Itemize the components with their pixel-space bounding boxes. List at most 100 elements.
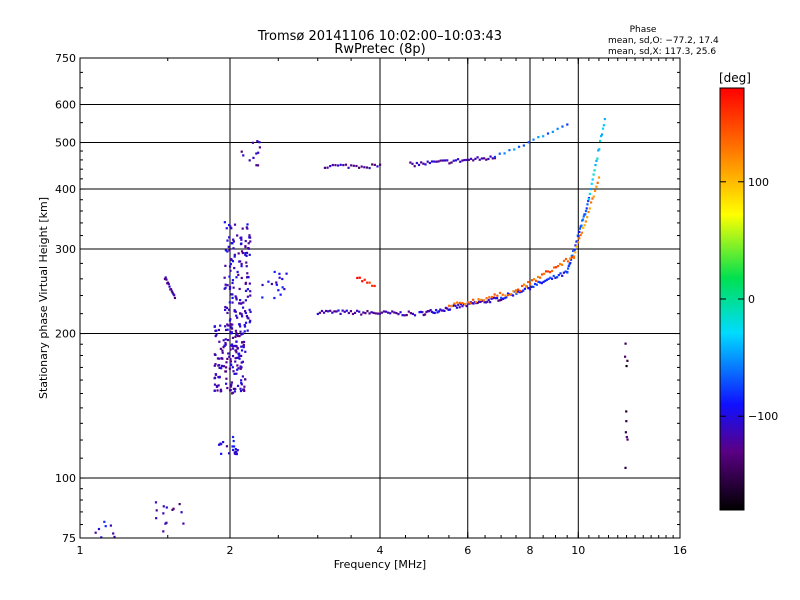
data-point [512,290,515,293]
data-point [496,294,499,297]
data-point [380,311,384,314]
data-point [624,431,627,434]
data-point [235,452,238,456]
data-point [278,276,281,279]
data-point [594,163,597,167]
data-point [624,342,627,345]
data-point [566,260,570,263]
data-point [556,127,559,130]
data-point [453,304,456,307]
data-point [239,325,242,328]
data-point [517,290,520,293]
data-point [213,383,217,386]
data-point [537,280,540,283]
data-point [331,311,334,314]
data-point [550,277,554,280]
data-point [515,291,518,294]
data-point [428,310,431,313]
data-point [584,220,587,223]
data-point [487,157,490,161]
data-point [461,305,464,308]
data-point [600,133,604,136]
data-point [601,127,605,130]
data-point [234,329,238,332]
data-point [546,132,550,135]
data-point [358,276,361,279]
data-point [468,302,471,305]
data-point [261,283,264,287]
data-point [245,261,248,264]
data-point [501,293,504,296]
data-point [545,278,549,281]
data-point [165,506,168,509]
data-point [506,292,510,295]
y-tick-label: 300 [55,243,76,256]
data-point [220,364,224,368]
data-point [532,138,535,141]
data-point [243,330,246,333]
data-point [218,340,221,343]
data-point [155,517,158,520]
data-point [229,348,232,351]
data-point [500,298,503,302]
y-tick-label: 200 [55,328,76,341]
grid-lines [80,58,680,538]
data-point [224,370,227,373]
data-point [238,334,241,338]
data-point [225,445,229,448]
data-point [495,297,499,300]
data-point [519,289,522,293]
data-point [567,264,570,268]
data-point [537,136,540,139]
data-point [585,207,588,210]
data-point [225,306,229,310]
data-point [373,163,376,166]
data-point [233,452,237,455]
data-point [215,385,219,388]
data-point [231,391,235,394]
data-point [521,284,524,288]
data-point [626,359,629,362]
data-point [498,152,501,155]
data-point [222,339,225,342]
data-point [443,309,446,313]
data-point [625,420,628,423]
data-point [372,311,375,315]
data-point [218,366,221,369]
data-point [279,293,282,296]
data-point [103,520,106,523]
data-point [243,389,246,393]
data-point [522,144,525,147]
colorbar-ticks: 100 0 −100 [720,176,778,423]
data-point [226,338,230,342]
data-point [376,165,379,168]
data-point [602,124,606,127]
data-point [224,305,227,309]
data-point [624,466,627,469]
data-point [426,310,429,313]
data-point [232,387,235,390]
data-point [568,263,571,266]
data-point [533,282,537,286]
data-point [246,288,249,291]
data-point [511,294,515,297]
data-point [256,164,260,167]
data-point [513,148,516,151]
data-point [466,301,469,304]
data-point [550,269,554,273]
data-point [216,357,220,360]
data-point [239,299,242,302]
data-point [422,313,425,317]
data-point [425,310,428,314]
data-point [235,333,238,336]
data-point [419,310,423,314]
data-point [540,282,543,285]
data-point [240,366,243,369]
data-point [231,281,234,285]
data-point [255,164,258,167]
data-point [113,535,116,539]
data-point [587,199,590,203]
data-point [358,310,361,313]
data-point [244,350,247,353]
data-point [239,236,242,240]
